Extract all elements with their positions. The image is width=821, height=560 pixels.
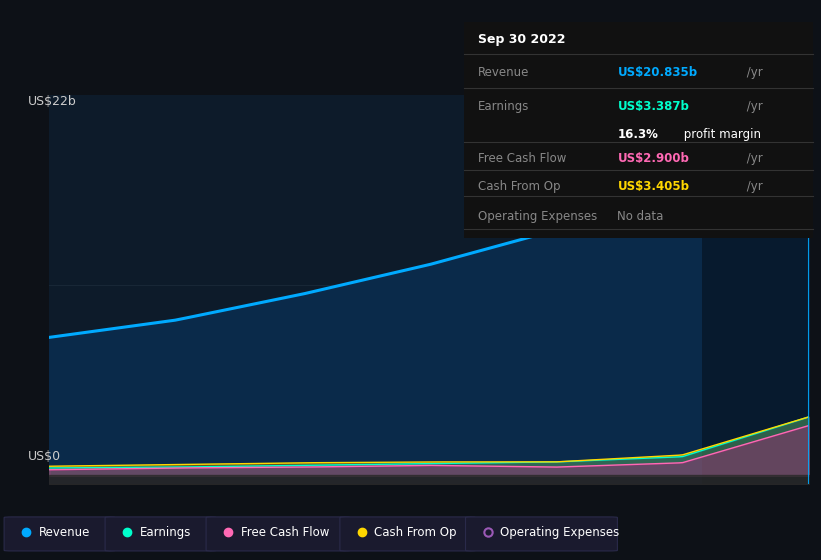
- Text: /yr: /yr: [743, 100, 763, 113]
- Text: /yr: /yr: [743, 66, 763, 78]
- Text: Operating Expenses: Operating Expenses: [478, 210, 597, 223]
- FancyBboxPatch shape: [105, 517, 216, 551]
- Text: Revenue: Revenue: [39, 526, 90, 539]
- Text: Cash From Op: Cash From Op: [374, 526, 456, 539]
- Text: Earnings: Earnings: [478, 100, 530, 113]
- FancyBboxPatch shape: [206, 517, 350, 551]
- Text: 2019: 2019: [413, 506, 445, 519]
- Bar: [702, 95, 809, 484]
- Text: Revenue: Revenue: [478, 66, 530, 78]
- Text: US$2.900b: US$2.900b: [617, 152, 690, 165]
- Text: /yr: /yr: [743, 152, 763, 165]
- FancyBboxPatch shape: [4, 517, 115, 551]
- FancyBboxPatch shape: [340, 517, 475, 551]
- Text: 2016: 2016: [34, 506, 65, 519]
- Text: Earnings: Earnings: [140, 526, 191, 539]
- FancyBboxPatch shape: [466, 517, 617, 551]
- Text: Free Cash Flow: Free Cash Flow: [241, 526, 329, 539]
- Text: Operating Expenses: Operating Expenses: [500, 526, 619, 539]
- Text: Free Cash Flow: Free Cash Flow: [478, 152, 566, 165]
- Text: No data: No data: [617, 210, 663, 223]
- Text: 2018: 2018: [287, 506, 319, 519]
- Text: US$3.387b: US$3.387b: [617, 100, 690, 113]
- Text: Cash From Op: Cash From Op: [478, 180, 560, 193]
- Text: US$20.835b: US$20.835b: [617, 66, 698, 78]
- Text: 16.3%: 16.3%: [617, 128, 658, 141]
- Text: US$3.405b: US$3.405b: [617, 180, 690, 193]
- Text: 2022: 2022: [793, 506, 821, 519]
- Text: US$0: US$0: [28, 450, 61, 463]
- Text: 2017: 2017: [160, 506, 192, 519]
- Text: /yr: /yr: [743, 180, 763, 193]
- Text: US$22b: US$22b: [28, 95, 76, 108]
- Text: 2020: 2020: [539, 506, 571, 519]
- Text: Sep 30 2022: Sep 30 2022: [478, 33, 566, 46]
- Text: profit margin: profit margin: [680, 128, 761, 141]
- Text: 2021: 2021: [667, 506, 698, 519]
